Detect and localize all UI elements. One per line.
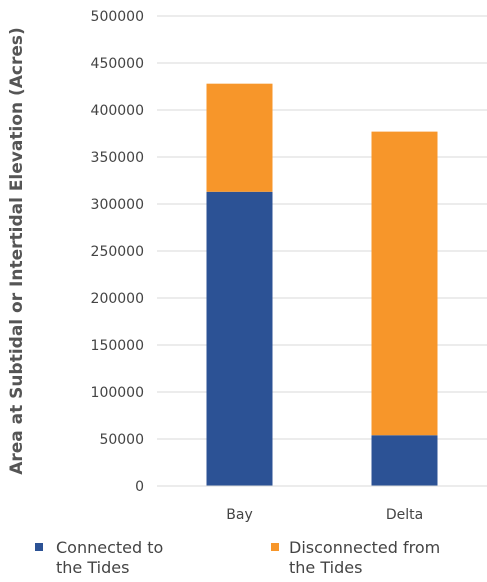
bar-segment-disconnected <box>371 131 438 436</box>
y-tick-label: 100000 <box>91 385 144 401</box>
legend-label-connected-line1: Connected to <box>56 538 163 557</box>
legend-label-disconnected-line2: the Tides <box>289 558 362 577</box>
x-category-label: Delta <box>386 507 423 523</box>
legend: Connected to the Tides Disconnected from… <box>35 538 440 577</box>
y-axis-ticks: 0 50000 100000 150000 200000 250000 300000 3500… <box>91 9 144 495</box>
legend-label-connected-line2: the Tides <box>56 558 129 577</box>
bar-segment-connected <box>371 435 438 486</box>
bar-segment-connected <box>206 191 273 486</box>
x-category-label: Bay <box>226 507 252 523</box>
y-tick-label: 250000 <box>91 244 144 260</box>
bar-segment-disconnected <box>206 83 273 192</box>
y-tick-label: 150000 <box>91 338 144 354</box>
legend-swatch-connected <box>35 543 43 551</box>
bars <box>206 83 438 486</box>
x-axis-categories: Bay Delta <box>226 507 423 523</box>
y-tick-label: 50000 <box>99 432 144 448</box>
y-tick-label: 350000 <box>91 150 144 166</box>
legend-swatch-disconnected <box>271 543 279 551</box>
legend-label-disconnected-line1: Disconnected from <box>289 538 440 557</box>
y-tick-label: 200000 <box>91 291 144 307</box>
y-tick-label: 300000 <box>91 197 144 213</box>
y-axis-label: Area at Subtidal or Intertidal Elevation… <box>7 27 27 475</box>
y-tick-label: 0 <box>135 479 144 495</box>
y-tick-label: 450000 <box>91 56 144 72</box>
y-tick-label: 500000 <box>91 9 144 25</box>
y-tick-label: 400000 <box>91 103 144 119</box>
